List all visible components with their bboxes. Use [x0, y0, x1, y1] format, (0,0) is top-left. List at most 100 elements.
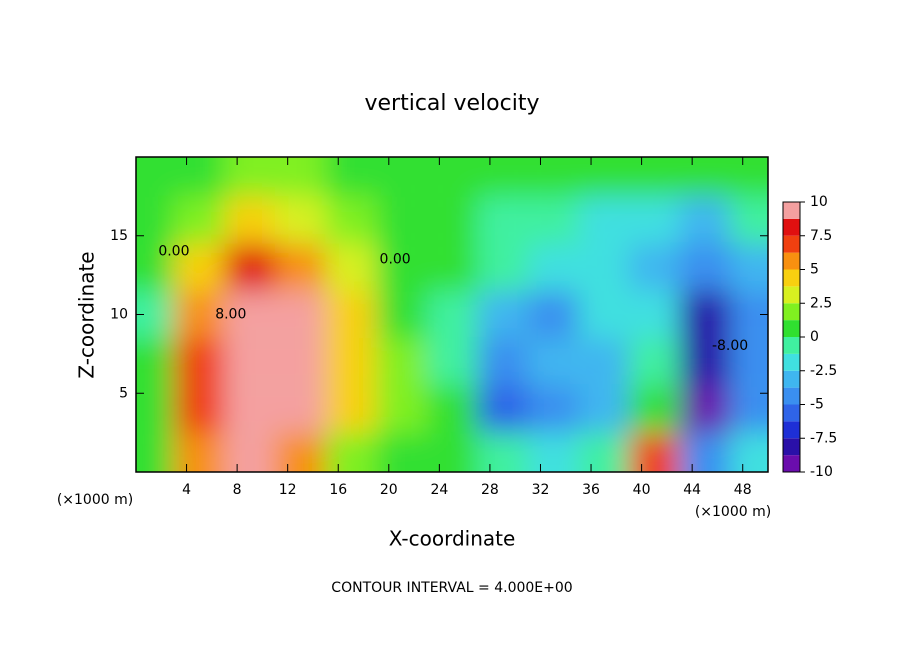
- field-cell: [628, 157, 680, 197]
- x-unit-label: (×1000 m): [57, 492, 133, 508]
- field-cell: [376, 243, 427, 291]
- field-cell: [628, 432, 680, 472]
- x-tick-label: 16: [329, 482, 347, 498]
- colorbar-swatch: [783, 320, 800, 337]
- colorbar-tick-label: -2.5: [810, 363, 837, 379]
- field-cell: [628, 290, 680, 339]
- field-cell: [275, 432, 326, 472]
- field: [136, 157, 768, 472]
- colorbar-swatch: [783, 286, 800, 304]
- field-cell: [477, 338, 528, 386]
- field-cell: [628, 385, 680, 433]
- field-cell: [376, 338, 427, 386]
- field-cell: [275, 385, 326, 433]
- field-cell: [224, 385, 276, 433]
- field-cell: [325, 385, 377, 433]
- field-cell: [730, 243, 768, 291]
- field-cell: [173, 385, 225, 433]
- x-tick-label: 36: [582, 482, 600, 498]
- y-axis-label: Z-coordinate: [75, 251, 99, 378]
- field-cell: [578, 157, 629, 197]
- field-cell: [527, 290, 579, 339]
- colorbar-tick-label: -7.5: [810, 430, 837, 446]
- colorbar-tick-label: 7.5: [810, 228, 832, 244]
- field-cell: [527, 157, 579, 197]
- field-cell: [224, 157, 276, 197]
- field-cell: [679, 338, 731, 386]
- x-axis-label: X-coordinate: [389, 527, 516, 551]
- x-tick-label: 40: [633, 482, 651, 498]
- colorbar-swatch: [783, 337, 800, 354]
- field-cell: [173, 432, 225, 472]
- field-cell: [426, 338, 478, 386]
- colorbar-swatch: [783, 202, 800, 219]
- field-cell: [578, 432, 629, 472]
- field-cell: [325, 243, 377, 291]
- field-cell: [527, 196, 579, 244]
- field-cell: [426, 290, 478, 339]
- colorbar-tick-label: 2.5: [810, 295, 832, 311]
- y-tick-label: 10: [110, 307, 128, 323]
- field-cell: [426, 196, 478, 244]
- plot-area: [136, 157, 768, 472]
- field-cell: [578, 338, 629, 386]
- field-cell: [527, 338, 579, 386]
- field-cell: [136, 157, 174, 197]
- x-tick-label: 24: [430, 482, 448, 498]
- field-cell: [477, 157, 528, 197]
- field-cell: [275, 338, 326, 386]
- field-cell: [376, 157, 427, 197]
- field-cell: [527, 243, 579, 291]
- colorbar-swatch: [783, 370, 800, 388]
- field-cell: [325, 290, 377, 339]
- field-cell: [426, 432, 478, 472]
- x-tick-label: 32: [532, 482, 550, 498]
- y-tick-label: 5: [119, 385, 128, 401]
- field-cell: [325, 157, 377, 197]
- field-cell: [578, 243, 629, 291]
- colorbar-swatch: [783, 438, 800, 456]
- colorbar-swatch: [783, 303, 800, 321]
- colorbar-swatch: [783, 218, 800, 236]
- x-tick-label: 28: [481, 482, 499, 498]
- field-cell: [275, 157, 326, 197]
- colorbar-swatch: [783, 235, 800, 253]
- field-cell: [173, 290, 225, 339]
- colorbar-swatch: [783, 404, 800, 422]
- x-tick-label: 4: [182, 482, 191, 498]
- field-cell: [477, 243, 528, 291]
- field-cell: [376, 432, 427, 472]
- colorbar-tick-label: 10: [810, 194, 828, 210]
- field-cell: [224, 243, 276, 291]
- field-cell: [477, 432, 528, 472]
- colorbar-tick-label: -5: [810, 397, 824, 413]
- contour-label: 0.00: [380, 251, 411, 267]
- field-cell: [679, 385, 731, 433]
- x-unit-label: (×1000 m): [695, 504, 771, 520]
- field-cell: [426, 157, 478, 197]
- colorbar-swatch: [783, 353, 800, 371]
- field-cell: [578, 385, 629, 433]
- field-cell: [578, 196, 629, 244]
- colorbar-tick-label: -10: [810, 464, 833, 480]
- field-cell: [224, 432, 276, 472]
- x-tick-label: 48: [734, 482, 752, 498]
- overlay: 4 8 12 16 20 24 28 32 36 40 44 48510150.008.000.00-…: [110, 157, 837, 498]
- x-tick-label: 44: [683, 482, 701, 498]
- contour-label: 8.00: [215, 307, 246, 323]
- contour-label: 0.00: [158, 244, 189, 260]
- colorbar-swatch: [783, 252, 800, 270]
- colorbar-swatch: [783, 269, 800, 287]
- colorbar-swatch: [783, 421, 800, 439]
- field-cell: [730, 157, 768, 197]
- field-cell: [679, 290, 731, 339]
- footnote: CONTOUR INTERVAL = 4.000E+00: [331, 580, 572, 596]
- colorbar-swatch: [783, 455, 800, 472]
- field-cell: [527, 432, 579, 472]
- colorbar-tick-label: 5: [810, 262, 819, 278]
- field-cell: [325, 432, 377, 472]
- field-cell: [173, 196, 225, 244]
- field-cell: [679, 432, 731, 472]
- field-cell: [224, 338, 276, 386]
